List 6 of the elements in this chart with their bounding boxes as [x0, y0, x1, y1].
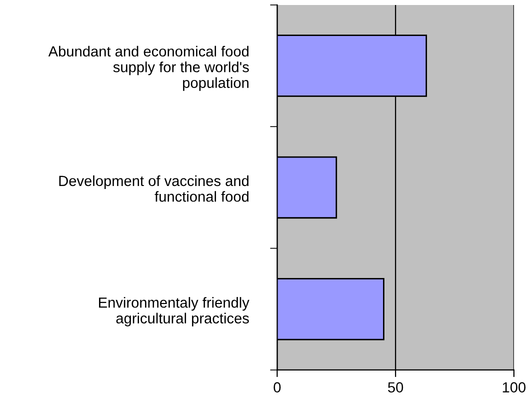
- x-tick-label: 100: [502, 382, 526, 392]
- y-tick-label: Environmentaly friendly agricultural practices: [99, 297, 250, 326]
- y-tick-label: Development of vaccines and functional food: [59, 175, 248, 202]
- y-tick-label: Abundant and economical food supply for the world's population: [48, 46, 249, 91]
- x-tick-label: 50: [388, 382, 404, 392]
- x-tick-label: 0: [274, 382, 281, 392]
